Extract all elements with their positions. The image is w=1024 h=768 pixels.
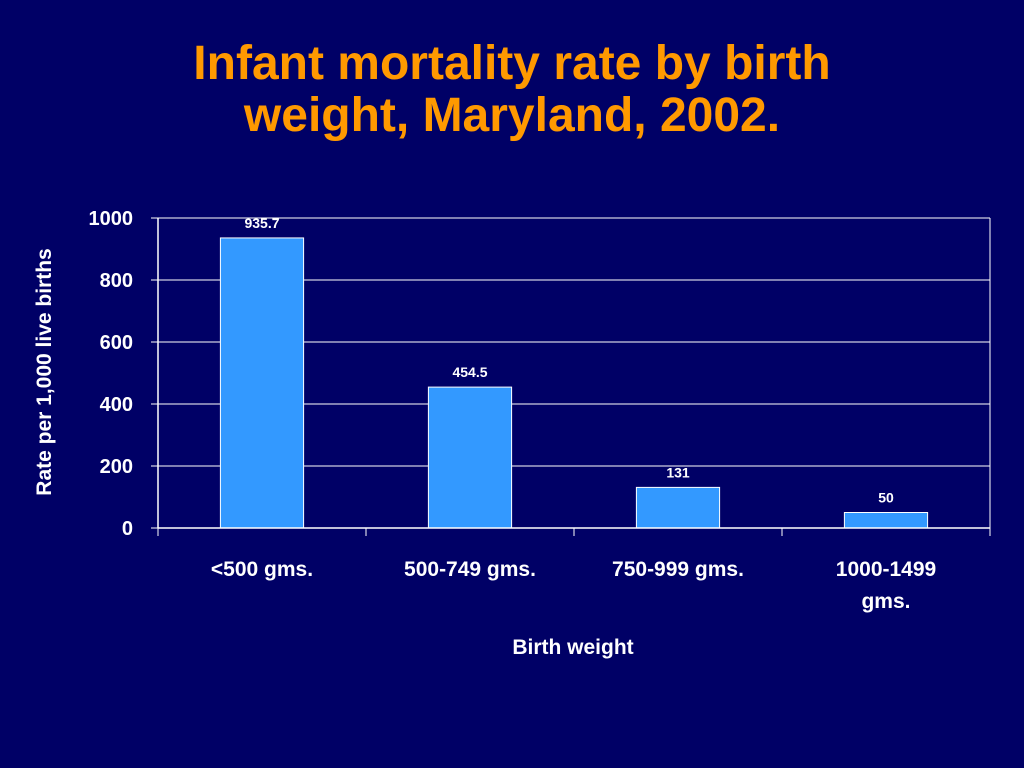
chart-title-line-1: Infant mortality rate by birth	[193, 37, 831, 90]
y-tick-label: 400	[100, 394, 133, 416]
x-tick-label-line: <500 gms.	[211, 558, 313, 581]
y-tick-label: 200	[100, 456, 133, 478]
x-tick-label: 750-999 gms.	[612, 558, 744, 581]
bar	[427, 386, 513, 529]
data-label: 131	[666, 464, 690, 480]
axes	[151, 217, 991, 536]
x-tick-label: 500-749 gms.	[404, 558, 536, 581]
y-axis-title: Rate per 1,000 live births	[33, 248, 56, 495]
bar	[219, 237, 305, 529]
data-label: 935.7	[244, 215, 279, 231]
x-tick-label-line: 1000-1499	[836, 558, 936, 581]
chart-title-line-2: weight, Maryland, 2002.	[243, 89, 781, 142]
bar	[843, 512, 929, 529]
chart-title: Infant mortality rate by birth weight, M…	[60, 38, 964, 142]
y-tick-label: 1000	[89, 208, 134, 230]
x-tick-label: 1000-1499 gms.	[836, 558, 936, 613]
y-tick-label: 800	[100, 270, 133, 292]
y-tick-label: 0	[122, 518, 133, 540]
bar	[635, 486, 721, 529]
bars	[219, 237, 929, 529]
x-axis-title: Birth weight	[512, 636, 633, 659]
data-label: 454.5	[452, 364, 487, 380]
x-tick-label-line: gms.	[861, 590, 910, 613]
data-label: 50	[878, 490, 894, 506]
x-tick-label-line: 500-749 gms.	[404, 558, 536, 581]
labels: 0 200 400 600 800 1000 935.7 <500 gms. 454.5 500-…	[89, 208, 937, 613]
x-tick-label: <500 gms.	[211, 558, 313, 581]
x-tick-label-line: 750-999 gms.	[612, 558, 744, 581]
y-tick-label: 600	[100, 332, 133, 354]
